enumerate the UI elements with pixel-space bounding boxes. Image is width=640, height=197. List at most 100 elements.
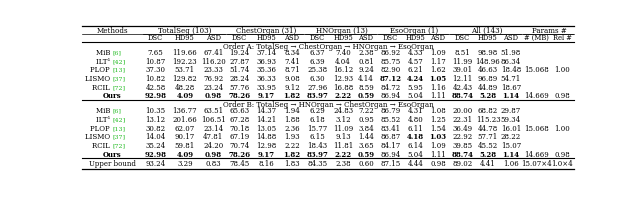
Text: 36.93: 36.93: [257, 58, 276, 66]
Text: 28.24: 28.24: [229, 75, 250, 83]
Text: 4.33: 4.33: [408, 49, 423, 57]
Text: 67.41: 67.41: [203, 49, 223, 57]
Text: 84.72: 84.72: [380, 84, 401, 92]
Text: Rel #: Rel #: [553, 34, 572, 42]
Text: 89.02: 89.02: [452, 160, 472, 168]
Text: 1.0×4: 1.0×4: [552, 160, 573, 168]
Text: 3.65: 3.65: [358, 142, 374, 150]
Text: 1.06: 1.06: [503, 160, 519, 168]
Text: 86.94: 86.94: [380, 151, 401, 159]
Text: 82.90: 82.90: [380, 66, 401, 74]
Text: 16.01: 16.01: [500, 125, 521, 133]
Text: 6.14: 6.14: [408, 142, 424, 150]
Text: 14.21: 14.21: [257, 116, 276, 124]
Text: 42.58: 42.58: [145, 84, 166, 92]
Text: 2.38: 2.38: [358, 49, 374, 57]
Text: Order A: TotalSeg → ChestOrgan → HNOrgan → EsoOrgan: Order A: TotalSeg → ChestOrgan → HNOrgan…: [223, 43, 433, 51]
Text: 90.17: 90.17: [175, 133, 195, 141]
Text: 42.43: 42.43: [452, 84, 472, 92]
Text: 0.98: 0.98: [205, 151, 222, 159]
Text: 1.25: 1.25: [430, 116, 446, 124]
Text: 1.11: 1.11: [430, 92, 446, 100]
Text: 53.71: 53.71: [175, 66, 195, 74]
Text: ASD: ASD: [358, 34, 374, 42]
Text: 3.12: 3.12: [335, 116, 351, 124]
Text: [42]: [42]: [112, 117, 125, 122]
Text: [72]: [72]: [112, 85, 125, 90]
Text: 83.97: 83.97: [307, 92, 328, 100]
Text: 9.13: 9.13: [335, 133, 351, 141]
Text: # (MB): # (MB): [524, 34, 548, 42]
Text: PLOP: PLOP: [90, 66, 112, 74]
Text: 2.22: 2.22: [284, 142, 300, 150]
Text: Ours: Ours: [103, 92, 122, 100]
Text: 51.98: 51.98: [500, 49, 521, 57]
Text: 13.12: 13.12: [145, 116, 166, 124]
Text: 6.21: 6.21: [408, 66, 424, 74]
Text: 14.669: 14.669: [524, 92, 548, 100]
Text: 48.28: 48.28: [175, 84, 195, 92]
Text: 87.12: 87.12: [380, 75, 401, 83]
Text: 9.24: 9.24: [358, 66, 374, 74]
Text: 106.51: 106.51: [201, 116, 226, 124]
Text: Upper bound: Upper bound: [89, 160, 136, 168]
Text: [37]: [37]: [112, 135, 125, 140]
Text: 54.71: 54.71: [500, 75, 521, 83]
Text: 10.87: 10.87: [145, 58, 166, 66]
Text: 29.87: 29.87: [500, 107, 521, 115]
Text: 12.93: 12.93: [333, 75, 353, 83]
Text: 44.89: 44.89: [478, 84, 498, 92]
Text: EsoOrgan (1): EsoOrgan (1): [390, 27, 438, 35]
Text: 37.14: 37.14: [257, 49, 276, 57]
Text: 5.04: 5.04: [408, 92, 424, 100]
Text: 96.89: 96.89: [478, 75, 498, 83]
Text: 7.65: 7.65: [148, 49, 163, 57]
Text: 6.11: 6.11: [408, 125, 424, 133]
Text: RCIL: RCIL: [92, 142, 112, 150]
Text: 1.44: 1.44: [358, 133, 374, 141]
Text: RCIL: RCIL: [92, 84, 112, 92]
Text: 25.38: 25.38: [307, 66, 328, 74]
Text: 2.22: 2.22: [335, 92, 351, 100]
Text: PLOP: PLOP: [90, 125, 112, 133]
Text: 1.17: 1.17: [430, 58, 446, 66]
Text: 27.87: 27.87: [229, 58, 250, 66]
Text: 18.48: 18.48: [500, 66, 521, 74]
Text: 6.30: 6.30: [310, 75, 325, 83]
Text: 78.26: 78.26: [228, 151, 250, 159]
Text: 4.24: 4.24: [407, 75, 424, 83]
Text: 59.81: 59.81: [175, 142, 195, 150]
Text: 9.12: 9.12: [284, 84, 300, 92]
Text: [6]: [6]: [112, 109, 121, 114]
Text: Params #: Params #: [532, 27, 566, 35]
Text: 1.00: 1.00: [554, 66, 570, 74]
Text: 5.95: 5.95: [408, 84, 424, 92]
Text: 83.41: 83.41: [380, 125, 401, 133]
Text: 13.05: 13.05: [257, 125, 276, 133]
Text: 28.22: 28.22: [500, 133, 521, 141]
Text: 39.85: 39.85: [452, 142, 472, 150]
Text: 14.04: 14.04: [145, 133, 166, 141]
Text: DSC: DSC: [383, 34, 398, 42]
Text: 23.33: 23.33: [204, 66, 223, 74]
Text: 1.54: 1.54: [430, 125, 446, 133]
Text: 44.78: 44.78: [478, 125, 498, 133]
Text: All (143): All (143): [471, 27, 502, 35]
Text: [13]: [13]: [112, 126, 125, 131]
Text: DSC: DSC: [454, 34, 470, 42]
Text: 47.81: 47.81: [203, 133, 223, 141]
Text: 35.36: 35.36: [257, 66, 276, 74]
Text: 9.08: 9.08: [284, 75, 300, 83]
Text: 70.18: 70.18: [229, 125, 250, 133]
Text: 57.76: 57.76: [229, 84, 250, 92]
Text: 4.09: 4.09: [176, 151, 193, 159]
Text: 67.19: 67.19: [229, 133, 250, 141]
Text: 24.83: 24.83: [333, 107, 353, 115]
Text: 6.39: 6.39: [310, 58, 325, 66]
Text: ILT¹: ILT¹: [95, 116, 112, 124]
Text: 4.09: 4.09: [176, 92, 193, 100]
Text: ASD: ASD: [431, 34, 445, 42]
Text: DSC: DSC: [232, 34, 247, 42]
Text: 2.36: 2.36: [284, 125, 300, 133]
Text: [42]: [42]: [112, 59, 125, 64]
